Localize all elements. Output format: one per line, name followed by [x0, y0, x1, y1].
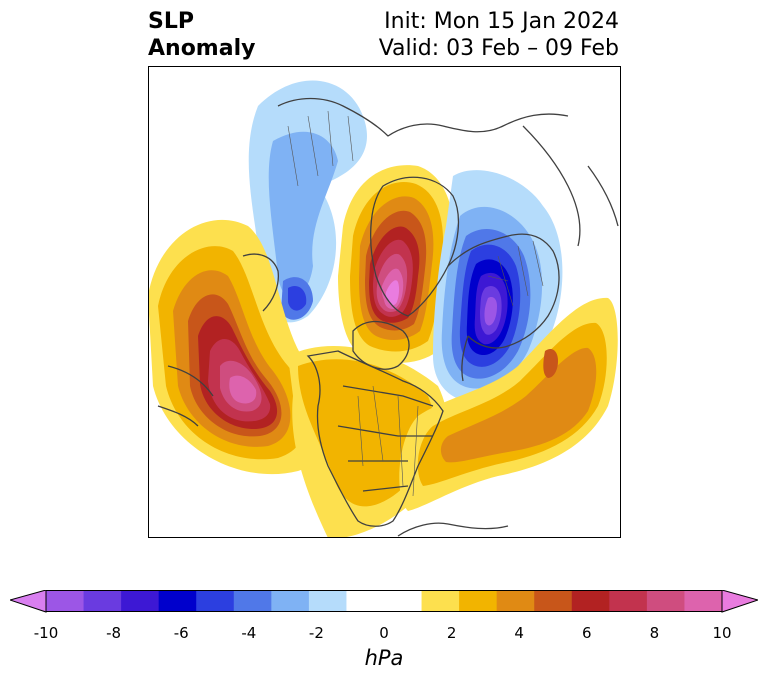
colorbar-cell — [684, 590, 723, 612]
colorbar-cell — [384, 590, 423, 612]
colorbar-cell — [158, 590, 197, 612]
colorbar — [10, 590, 758, 613]
map-frame — [148, 66, 621, 538]
forecast-times: Init: Mon 15 Jan 2024 Valid: 03 Feb – 09… — [379, 8, 619, 62]
title-line-2: Anomaly — [148, 36, 256, 61]
colorbar-cell — [46, 590, 85, 612]
colorbar-cell — [271, 590, 310, 612]
colorbar-tick-label: 8 — [649, 624, 660, 642]
colorbar-tick-label: 4 — [514, 624, 524, 642]
colorbar-cell — [308, 590, 347, 612]
colorbar-cell — [646, 590, 685, 612]
colorbar-cell — [196, 590, 235, 612]
north-pacific-high-anomaly — [148, 219, 333, 475]
colorbar-cell — [459, 590, 498, 612]
colorbar-units: hPa — [364, 646, 404, 670]
country-borders — [287, 110, 544, 497]
colorbar-tick-label: -6 — [173, 624, 189, 642]
colorbar-outline — [45, 590, 723, 612]
map-title: SLP Anomaly — [148, 8, 255, 62]
valid-period: Valid: 03 Feb – 09 Feb — [378, 36, 619, 61]
colorbar-cell — [346, 590, 385, 612]
colorbar-tick-label: -10 — [33, 624, 59, 642]
arctic-high-anomaly — [338, 165, 455, 363]
colorbar-cell — [496, 590, 535, 612]
colorbar-tick-label: -4 — [241, 624, 257, 642]
colorbar-cell — [534, 590, 573, 612]
colorbar-cells — [46, 590, 723, 612]
colorbar-tick-label: 6 — [582, 624, 592, 642]
coastlines — [157, 97, 619, 537]
colorbar-tick-label: -2 — [308, 624, 324, 642]
colorbar-cell — [83, 590, 122, 612]
init-time: Init: Mon 15 Jan 2024 — [384, 9, 619, 34]
colorbar-extend-left — [10, 590, 47, 613]
siberia-low-anomaly — [248, 80, 367, 323]
colorbar-tick-label: 0 — [379, 624, 389, 642]
colorbar-tick-label: -8 — [106, 624, 122, 642]
colorbar-cell — [121, 590, 160, 612]
slp-anomaly-map — [148, 66, 621, 538]
colorbar-tick-label: 2 — [446, 624, 457, 642]
colorbar-cell — [233, 590, 272, 612]
colorbar-tick-label: 10 — [712, 624, 732, 642]
colorbar-cell — [421, 590, 460, 612]
colorbar-cell — [609, 590, 648, 612]
colorbar-extend-right — [721, 590, 758, 613]
title-line-1: SLP — [148, 9, 194, 34]
north-atlantic-high-anomaly — [399, 297, 618, 511]
colorbar-cell — [571, 590, 610, 612]
